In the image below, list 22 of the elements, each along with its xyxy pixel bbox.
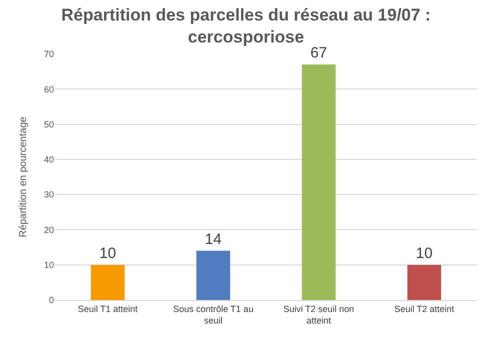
- y-tick-label: 70: [44, 49, 54, 60]
- y-tick-label: 20: [44, 224, 54, 235]
- y-tick-label: 50: [44, 119, 54, 130]
- x-tick-label: Seuil T2 atteint: [394, 304, 455, 314]
- y-tick-label: 60: [44, 84, 54, 94]
- y-tick-label: 10: [44, 260, 54, 270]
- bar: [407, 264, 442, 300]
- bar: [302, 64, 336, 300]
- y-axis-title: Répartition en pourcentage: [18, 116, 29, 238]
- data-label: 10: [99, 244, 116, 262]
- data-label: 14: [204, 230, 222, 248]
- x-tick-label: Seuil T1 atteint: [78, 304, 138, 314]
- y-tick-label: 30: [44, 190, 54, 200]
- bar: [196, 250, 230, 300]
- y-tick-label: 40: [44, 154, 54, 165]
- x-tick-label: Sous contrôle T1 au seuil: [173, 304, 254, 326]
- data-label: 10: [416, 244, 433, 262]
- y-tick-label: 0: [48, 295, 54, 306]
- data-label: 67: [310, 44, 328, 62]
- chart-title: Répartition des parcelles du réseau au 19/07 : cercosporiose: [61, 5, 431, 46]
- bar: [90, 264, 125, 300]
- x-tick-label: Suivi T2 seuil non atteint: [283, 304, 354, 326]
